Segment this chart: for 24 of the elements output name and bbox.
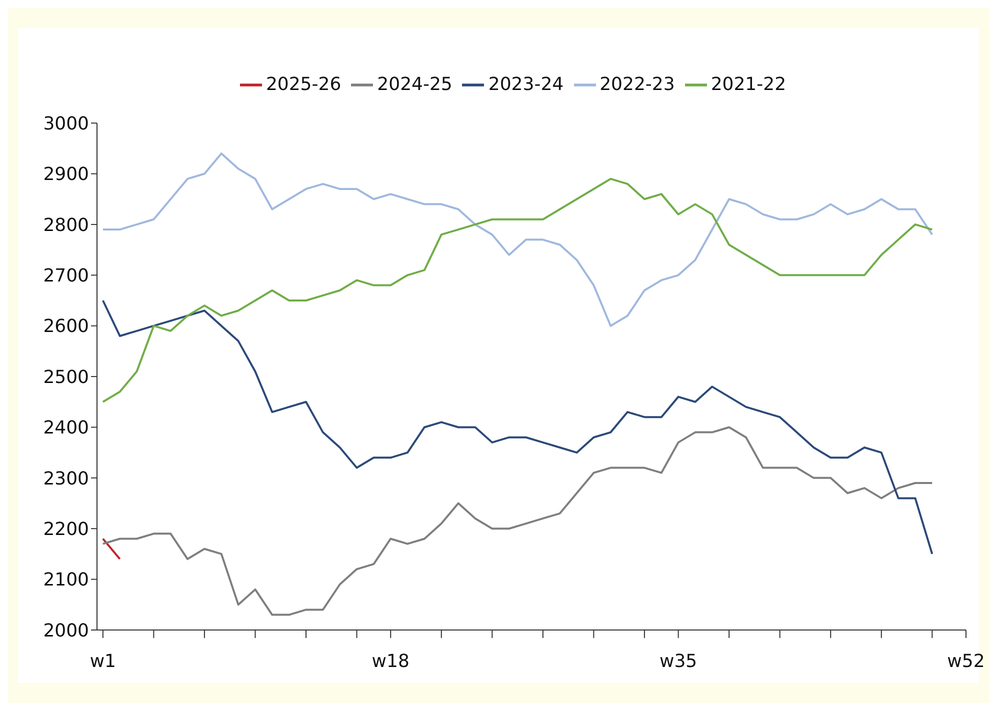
y-tick-label: 2600 (43, 316, 89, 338)
legend-label: 2021-22 (710, 74, 786, 95)
x-tick-label: w18 (372, 650, 410, 672)
y-tick-label: 3000 (43, 113, 89, 134)
y-tick-label: 2500 (43, 366, 89, 388)
y-tick-label: 2900 (43, 164, 89, 186)
line-series (102, 426, 934, 616)
x-tick-label: w1 (90, 650, 116, 672)
y-tick-label: 2300 (43, 468, 89, 490)
y-tick-label: 2200 (43, 519, 89, 540)
legend-label: 2022-23 (600, 74, 675, 95)
x-tick-label: w35 (659, 650, 698, 672)
y-tick-label: 2400 (43, 418, 89, 439)
line-series (102, 300, 934, 555)
y-tick-label: 2000 (43, 620, 89, 642)
legend-label: 2024-25 (377, 74, 452, 95)
y-tick-label: 2100 (43, 570, 89, 591)
y-tick-label: 2700 (43, 266, 89, 287)
y-tick-label: 2800 (43, 214, 89, 236)
line-series (102, 152, 934, 327)
legend-label: 2025-26 (266, 74, 342, 95)
x-tick-label: w52 (947, 650, 985, 672)
line-series (102, 178, 934, 403)
legend-label: 2023-24 (488, 74, 564, 95)
